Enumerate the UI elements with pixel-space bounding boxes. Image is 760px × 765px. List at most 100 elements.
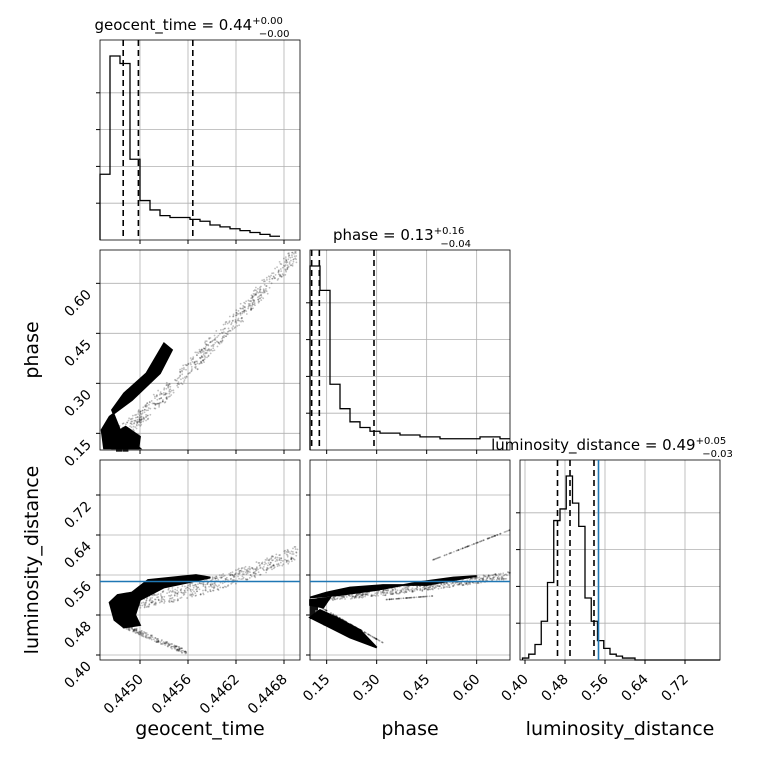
scatter-point (411, 589, 414, 592)
scatter-point (243, 310, 246, 313)
scatter-point (406, 597, 408, 599)
scatter-point (142, 632, 144, 635)
scatter-point (405, 591, 408, 594)
scatter-panel-phase-luminosity_distance (306, 459, 511, 664)
scatter-point (189, 594, 192, 597)
scatter-point (222, 575, 225, 578)
scatter-point (289, 552, 292, 555)
scatter-point (291, 263, 294, 265)
scatter-point (486, 537, 489, 540)
scatter-point (222, 586, 224, 589)
scatter-point (147, 606, 150, 608)
scatter-point (460, 582, 462, 585)
scatter-point (478, 579, 481, 581)
scatter-point (183, 651, 186, 653)
scatter-point (349, 595, 352, 598)
scatter-point (199, 593, 202, 596)
scatter-point (181, 373, 184, 376)
scatter-point (391, 593, 394, 596)
contour-line (308, 608, 378, 649)
scatter-point (165, 397, 168, 400)
scatter-point (384, 593, 387, 596)
scatter-point (202, 583, 205, 586)
scatter-point (487, 537, 490, 540)
x-tick-labels-luminosity_distance: 0.40 0.48 0.56 0.64 0.72 (498, 671, 691, 704)
scatter-point (268, 563, 271, 566)
scatter-point (240, 320, 242, 323)
scatter-point (423, 588, 426, 591)
scatter-point (142, 635, 145, 638)
scatter-point (206, 582, 209, 585)
scatter-point (214, 583, 217, 586)
scatter-point (293, 558, 296, 561)
scatter-point (481, 578, 484, 581)
scatter-point (290, 557, 293, 560)
scatter-point (460, 582, 463, 585)
scatter-point (397, 592, 400, 595)
scatter-point (213, 343, 215, 346)
scatter-point (378, 639, 380, 642)
scatter-point (234, 326, 237, 329)
scatter-point (222, 328, 225, 331)
scatter-point (225, 586, 228, 588)
scatter-point (201, 356, 204, 359)
scatter-point (247, 570, 250, 573)
scatter-point (216, 336, 219, 338)
scatter-point (288, 254, 291, 257)
scatter-point (133, 629, 135, 632)
scatter-point (257, 298, 260, 301)
scatter-point (498, 573, 500, 575)
y-tick-labels-luminosity_distance: 0.400.480.560.640.72 (61, 499, 94, 692)
scatter-point (243, 309, 246, 312)
scatter-point (266, 566, 269, 569)
scatter-point (332, 597, 335, 600)
scatter-point (154, 637, 157, 639)
scatter-point (429, 586, 432, 588)
scatter-point (486, 577, 489, 579)
scatter-point (179, 597, 182, 599)
scatter-point (482, 578, 485, 581)
scatter-point (250, 299, 252, 302)
scatter-point (213, 581, 216, 584)
scatter-point (193, 366, 196, 369)
scatter-point (138, 421, 141, 423)
scatter-point (258, 291, 261, 293)
scatter-point (154, 602, 157, 605)
scatter-point (154, 402, 157, 405)
scatter-point (482, 539, 485, 542)
contour-line (108, 574, 211, 629)
scatter-point (204, 341, 206, 344)
scatter-point (260, 285, 262, 288)
scatter-point (325, 609, 328, 612)
scatter-point (384, 594, 387, 597)
scatter-point (288, 261, 291, 264)
scatter-point (168, 600, 170, 603)
scatter-point (398, 591, 401, 594)
scatter-point (194, 592, 197, 595)
scatter-point (408, 590, 411, 592)
scatter-point (454, 581, 456, 584)
scatter-point (226, 578, 229, 581)
scatter-point (438, 585, 441, 588)
scatter-point (213, 338, 216, 341)
scatter-point (357, 594, 359, 597)
scatter-point (135, 413, 138, 416)
scatter-point (141, 409, 144, 412)
scatter-point (204, 352, 207, 355)
scatter-point (165, 392, 168, 395)
scatter-point (206, 356, 208, 359)
scatter-point (246, 572, 249, 575)
scatter-point (295, 554, 298, 557)
title-plus: +0.05 (696, 436, 727, 447)
scatter-point (252, 568, 255, 571)
scatter-point (181, 383, 184, 386)
scatter-point (275, 558, 278, 561)
scatter-point (344, 598, 346, 600)
scatter-point (260, 294, 262, 296)
scatter-point (364, 631, 367, 634)
scatter-point (448, 586, 451, 589)
scatter-point (400, 597, 402, 600)
scatter-point (358, 593, 360, 596)
scatter-point (262, 291, 265, 294)
scatter-point (252, 295, 255, 298)
